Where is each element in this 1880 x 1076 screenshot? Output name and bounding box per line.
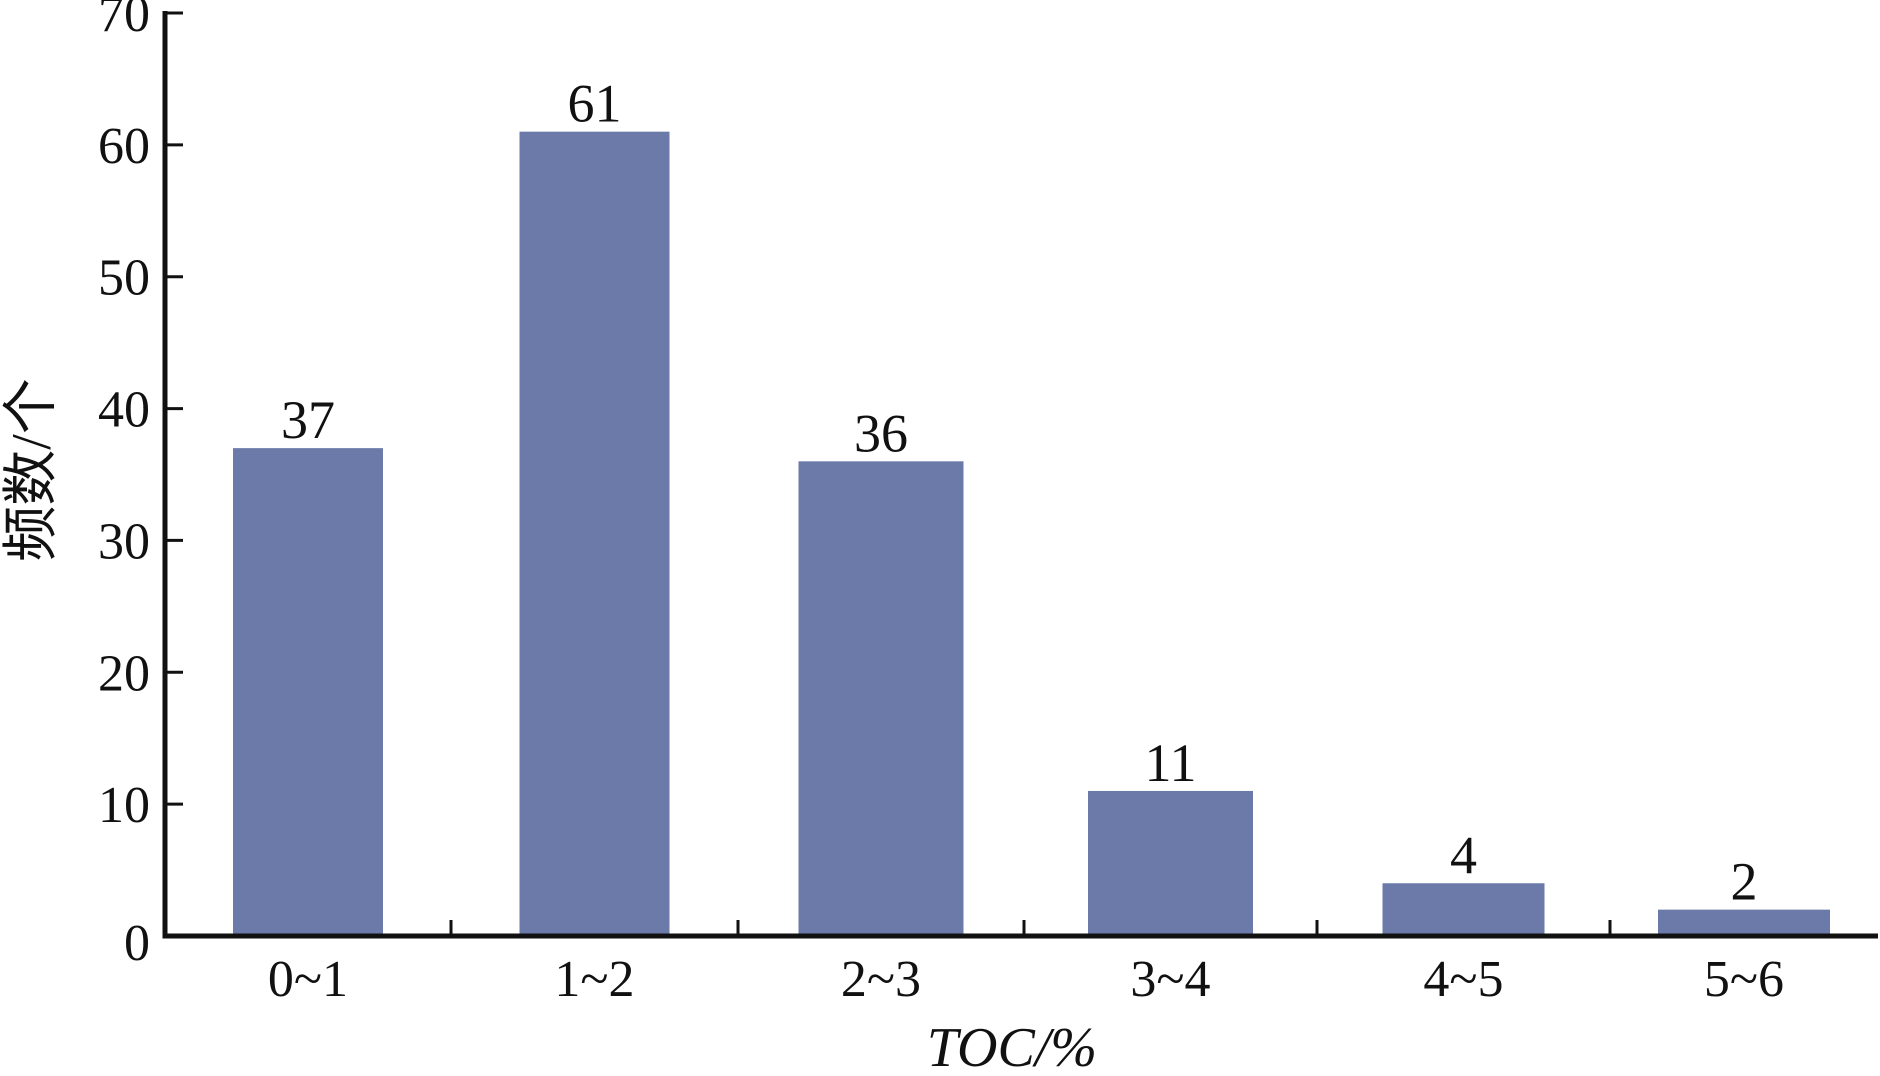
x-tick-label-1~2: 1~2 — [554, 951, 634, 1008]
data-label-0~1: 37 — [281, 390, 335, 450]
x-tick-label-4~5: 4~5 — [1423, 951, 1503, 1008]
x-axis-title: TOC/% — [927, 1017, 1097, 1076]
bar-0~1 — [233, 448, 383, 936]
bar-2~3 — [798, 461, 964, 936]
bars-group — [233, 131, 1830, 936]
bar-1~2 — [519, 131, 670, 936]
y-tick-label-50: 50 — [98, 250, 150, 307]
y-tick-label-60: 60 — [98, 118, 150, 175]
data-label-3~4: 11 — [1145, 733, 1197, 793]
y-tick-label-30: 30 — [98, 513, 150, 570]
bar-3~4 — [1088, 790, 1253, 936]
x-tick-label-2~3: 2~3 — [841, 951, 921, 1008]
bar-5~6 — [1658, 909, 1830, 936]
data-labels-group: 37 61 36 11 4 2 — [281, 74, 1758, 912]
x-tick-label-0~1: 0~1 — [268, 951, 348, 1008]
data-label-5~6: 2 — [1731, 852, 1758, 912]
y-tick-label-70: 70 — [98, 0, 150, 43]
y-tick-label-20: 20 — [98, 645, 150, 702]
x-tick-label-3~4: 3~4 — [1130, 951, 1210, 1008]
data-label-2~3: 36 — [854, 403, 908, 463]
y-axis-title: 频数/个 — [1, 378, 63, 562]
data-label-1~2: 61 — [568, 74, 622, 134]
x-axis-ticks: 0~1 1~2 2~3 3~4 4~5 5~6 — [268, 920, 1784, 1008]
data-label-4~5: 4 — [1450, 825, 1477, 885]
y-axis-ticks: 0 10 20 30 40 50 60 70 — [98, 0, 183, 972]
y-tick-label-40: 40 — [98, 382, 150, 439]
y-tick-label-0: 0 — [124, 915, 150, 972]
y-tick-label-10: 10 — [98, 777, 150, 834]
axes-frame — [162, 11, 1878, 939]
bar-4~5 — [1382, 883, 1545, 936]
x-tick-label-5~6: 5~6 — [1704, 951, 1784, 1008]
